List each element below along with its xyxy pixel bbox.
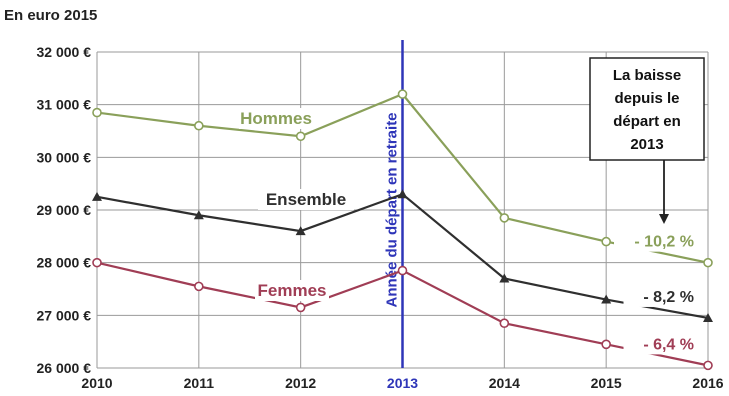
callout-line: départ en [613,113,681,130]
vertical-marker: Année du départ en retraite [384,40,404,368]
change-label-hommes: - 10,2 % [634,234,694,251]
data-point-hommes [92,107,102,118]
data-point-femmes [703,360,713,371]
y-tick-label: 29 000 € [37,202,92,218]
x-tick-label: 2010 [81,375,112,391]
series-label-bg [255,280,329,301]
callout-line: 2013 [630,136,663,153]
data-point-ensemble [295,226,306,236]
y-tick-label: 28 000 € [37,255,92,271]
data-point-femmes [295,302,306,313]
callout-box [589,57,705,161]
change-label-ensemble: - 8,2 % [643,289,694,306]
data-point-femmes [601,339,611,350]
series-label-hommes: Hommes [240,109,312,128]
unit-label: En euro 2015 [4,7,97,24]
callout: La baisse depuis le départ en 2013 [589,57,705,224]
series-layer [92,89,713,371]
callout-line: La baisse [613,67,681,84]
y-tick-label: 30 000 € [37,149,92,165]
data-point-ensemble [601,294,612,304]
x-tick-label: 2012 [285,375,316,391]
y-tick-label: 26 000 € [37,360,92,376]
x-tick-label: 2011 [184,375,215,391]
series-labels: Hommes - 10,2 % Ensemble - 8,2 % Femmes - 6,4… [239,108,696,355]
change-label-femmes: - 6,4 % [643,336,694,353]
series-label-femmes: Femmes [258,281,327,300]
data-point-femmes [92,257,102,268]
data-point-hommes [601,236,611,247]
series-label-bg [239,108,313,129]
x-tick-label: 2014 [489,375,520,391]
change-label-bg [623,286,696,307]
data-point-femmes [194,281,204,292]
y-tick-label: 32 000 € [37,44,92,60]
series-label-ensemble: Ensemble [266,190,346,209]
data-point-hommes [295,131,306,142]
data-point-hommes [397,89,408,99]
series-label-bg [258,189,354,210]
vertical-marker-label: Année du départ en retraite [384,112,401,307]
callout-line: depuis le [614,90,679,107]
data-point-hommes [194,120,204,131]
x-axis-ticks: 2010 2011 2012 2013 2014 2015 2016 [81,375,723,391]
change-label-bg [614,231,696,252]
data-point-hommes [703,257,713,268]
callout-arrow-head [659,214,669,224]
data-point-ensemble [193,210,204,220]
data-point-ensemble [397,189,408,199]
y-tick-label: 27 000 € [37,307,92,323]
change-label-bg [623,334,696,355]
data-point-ensemble [703,312,713,322]
data-point-femmes [397,265,408,276]
x-tick-label: 2015 [591,375,622,391]
data-point-femmes [499,318,510,329]
data-point-ensemble [499,273,510,283]
data-point-ensemble [92,191,102,201]
x-tick-label: 2013 [387,375,418,391]
x-tick-label: 2016 [692,375,723,391]
y-axis-ticks: 26 000 € 27 000 € 28 000 € 29 000 € 30 000 €… [37,44,92,376]
y-tick-label: 31 000 € [37,97,92,113]
data-point-hommes [499,213,510,223]
